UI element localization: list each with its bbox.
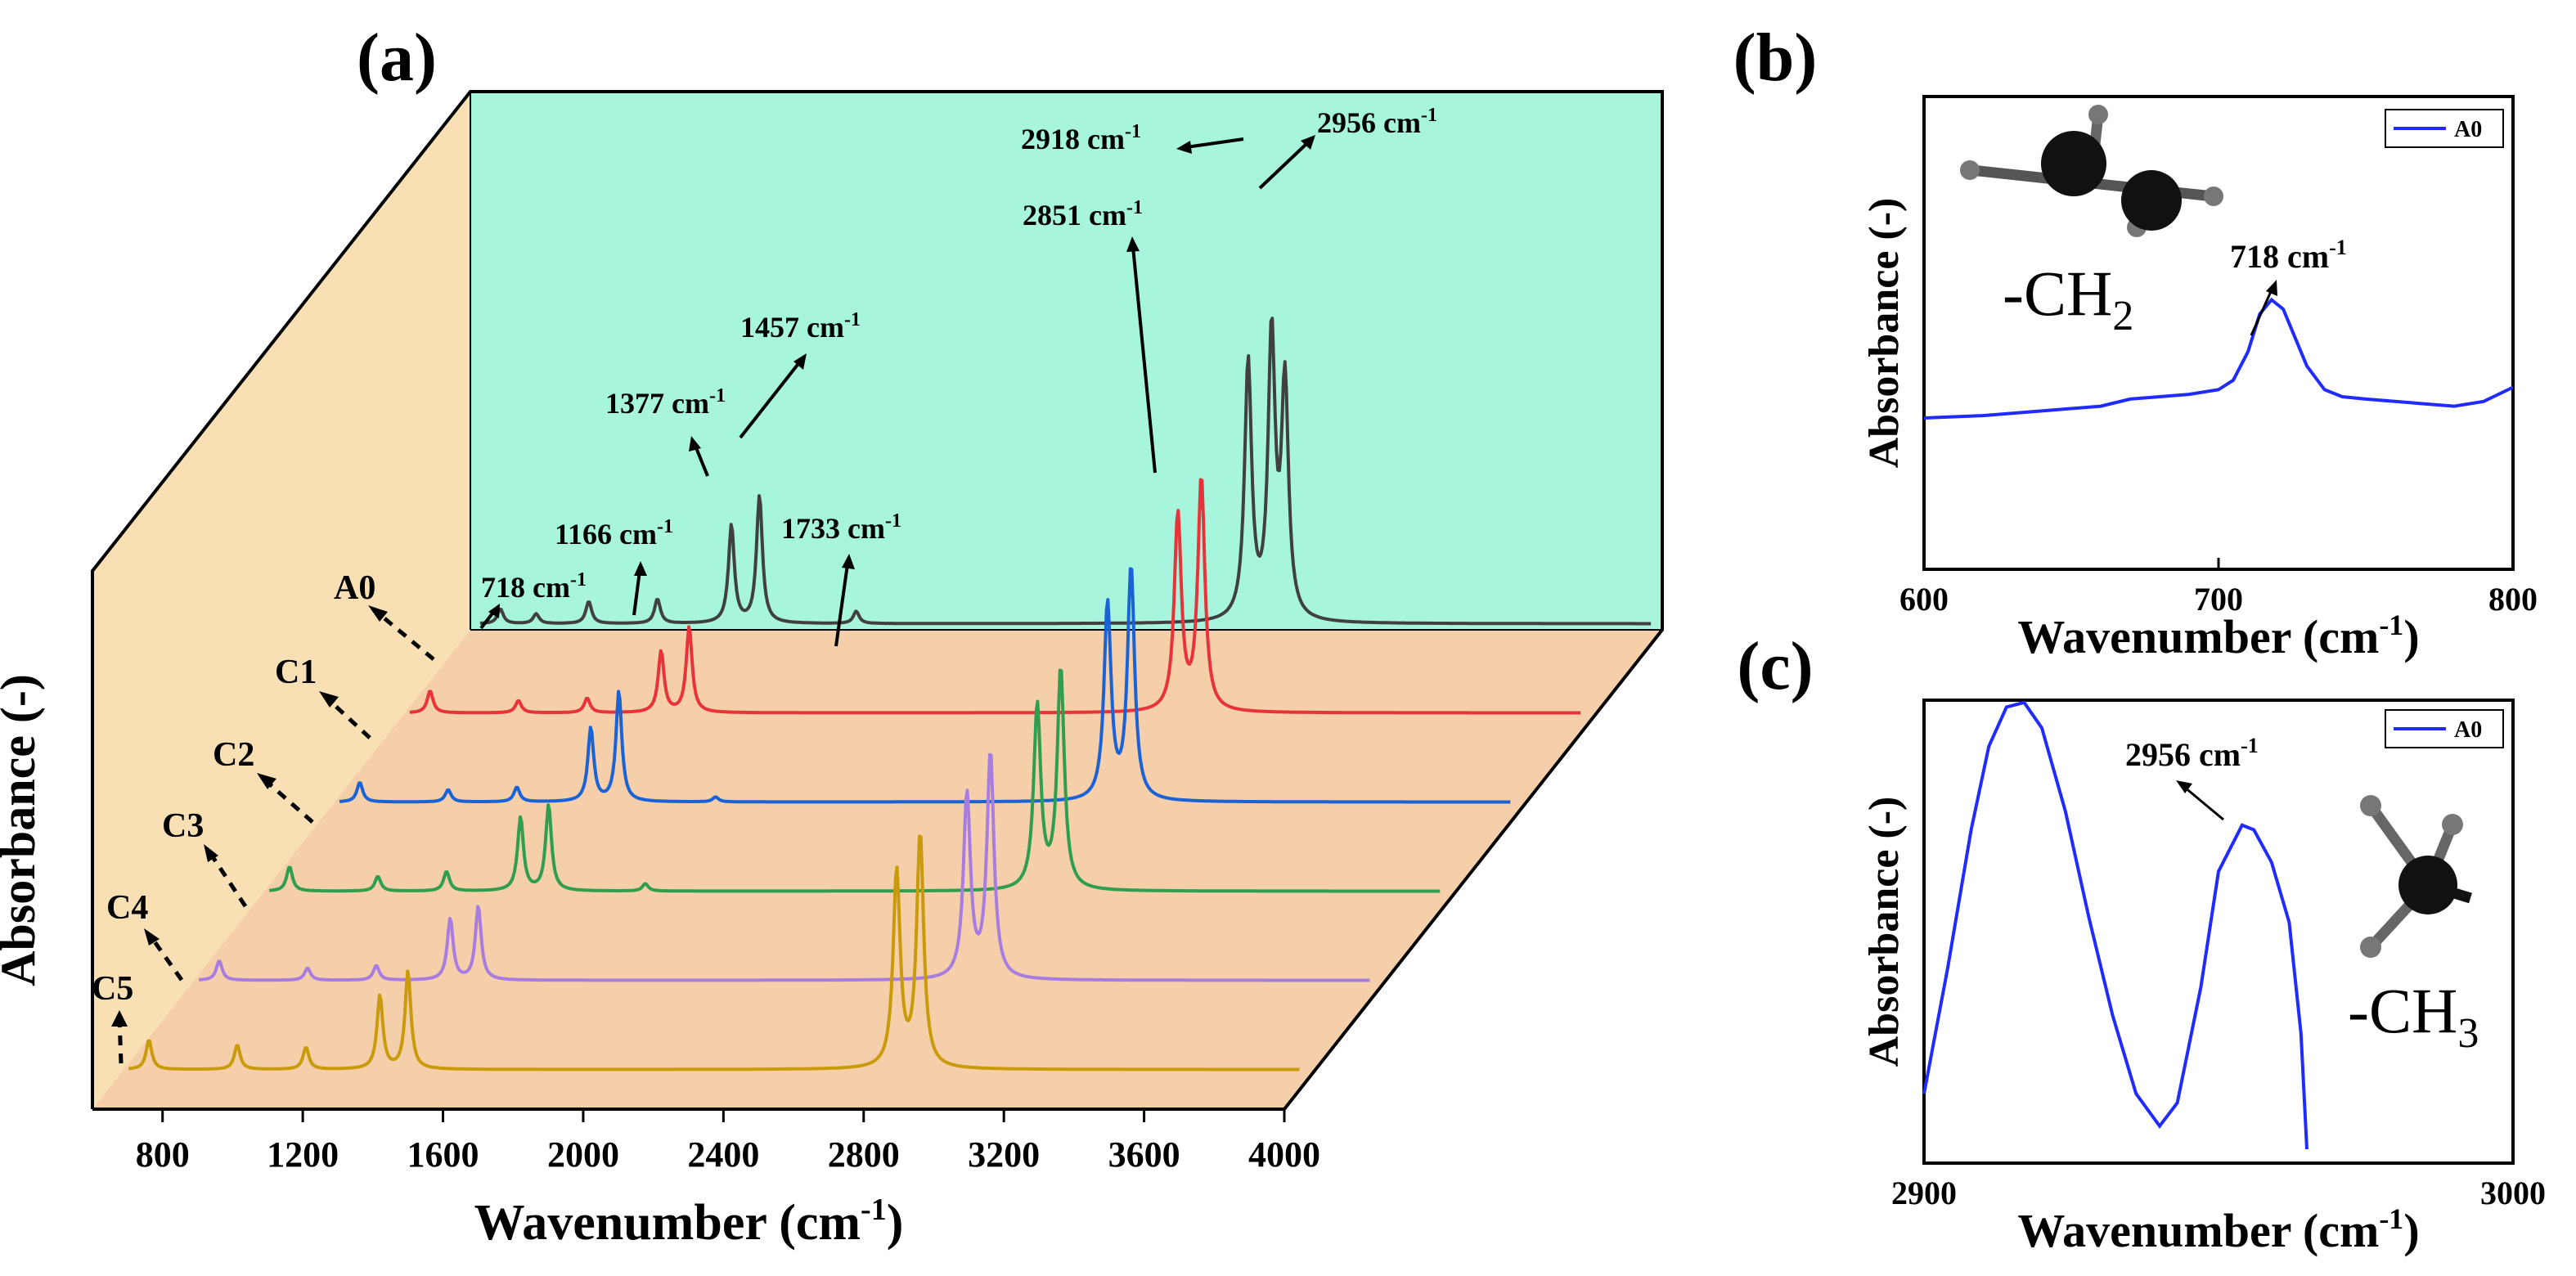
x-tick-label: 3200 [968, 1134, 1040, 1175]
inset-x-tick-label: 600 [1899, 581, 1949, 618]
panel-b: (b) 600 700 800 A0 718 cm-1 -CH2 Absorbanc… [1733, 20, 2538, 663]
spectrum-C5 [128, 834, 1300, 1072]
spectrum-C3 [268, 668, 1441, 893]
y-axis-label: Absorbance (-) [0, 674, 45, 986]
ch3-molecule-icon [2360, 795, 2472, 958]
peak-arrow-1733 [834, 564, 849, 647]
spectrum-C1 [409, 478, 1581, 715]
x-tick-label: 2000 [547, 1134, 619, 1175]
panel-b-molecule-label: -CH2 [2003, 258, 2133, 339]
inset-x-tick-label: 3000 [2480, 1175, 2546, 1211]
series-arrowhead-C4 [144, 928, 160, 946]
panel-c-y-axis-label: Absorbance (-) [1861, 797, 1908, 1067]
x-tick-label: 3600 [1108, 1134, 1180, 1175]
panel-c-molecule-label: -CH3 [2348, 975, 2479, 1057]
panel-c-peak-arrowhead [2176, 780, 2192, 793]
spectrum-C4 [198, 753, 1370, 982]
x-tick-label: 2400 [687, 1134, 759, 1175]
peak-arrow-1166 [632, 570, 641, 616]
peak-arrow-1457 [739, 360, 802, 439]
panel-c-label: (c) [1737, 628, 1813, 704]
x-tick-label: 2800 [828, 1134, 900, 1175]
peak-annotations: 718 cm-1 1166 cm-1 1377 cm-1 1457 cm-1 1… [479, 105, 1437, 647]
series-label-C1: C1 [275, 654, 317, 691]
peak-arrowhead-1457 [793, 353, 807, 370]
inset-x-tick-label: 2900 [1891, 1175, 1957, 1211]
peak-label-1457: 1457 cm-1 [740, 309, 861, 344]
panel-b-y-axis-label: Absorbance (-) [1861, 198, 1908, 469]
series-arrowhead-C3 [204, 844, 218, 862]
panel-b-legend-label: A0 [2454, 117, 2482, 142]
panel-b-series-A0 [1923, 297, 2514, 420]
x-tick-label: 4000 [1248, 1134, 1320, 1175]
series-label-A0: A0 [334, 569, 375, 607]
panel-c-peak-label: 2956 cm-1 [2125, 734, 2259, 773]
side-wall [92, 92, 470, 1109]
panel-a-label: (a) [357, 20, 437, 96]
peak-label-2851: 2851 cm-1 [1023, 197, 1143, 231]
ch2-molecule-icon [1960, 105, 2223, 237]
peak-label-1377: 1377 cm-1 [605, 385, 726, 420]
peak-arrowhead-1733 [842, 554, 855, 569]
peak-arrowhead-1166 [634, 561, 647, 576]
series-arrow-C2 [262, 777, 314, 824]
panel-a: (a) 800 1200 1600 2000 2400 2800 3200 3600 4000 … [0, 20, 1664, 1251]
panel-c-legend-label: A0 [2454, 717, 2482, 743]
inset-x-tick-label: 800 [2488, 581, 2538, 618]
x-axis-ticks: 800 1200 1600 2000 2400 2800 3200 3600 4000 [136, 1109, 1320, 1175]
panel-c-frame [1922, 699, 2515, 1165]
inset-x-tick-label: 700 [2194, 581, 2243, 618]
floor-plane [92, 630, 1662, 1109]
series-arrowhead-C5 [111, 1010, 128, 1027]
x-tick-label: 1200 [267, 1134, 339, 1175]
peak-arrowhead-718 [488, 604, 500, 618]
series-label-C2: C2 [213, 736, 254, 774]
peak-label-718: 718 cm-1 [481, 569, 587, 604]
series-arrow-C3 [206, 849, 248, 908]
peak-arrow-2851 [1131, 246, 1157, 474]
peak-arrow-2956 [1258, 142, 1309, 190]
peak-arrow-2918 [1185, 137, 1244, 149]
peak-label-2956: 2956 cm-1 [1317, 105, 1437, 139]
panel-c-x-axis-label: Wavenumber (cm-1) [2017, 1202, 2419, 1257]
panel-b-x-ticks: 600 700 800 [1899, 558, 2538, 618]
x-tick-label: 1600 [407, 1134, 479, 1175]
spectrum-C2 [339, 567, 1511, 804]
peak-arrowhead-2851 [1126, 236, 1140, 252]
x-tick-label: 800 [136, 1134, 190, 1175]
series-arrow-A0 [373, 609, 435, 661]
peak-arrowhead-1377 [689, 436, 701, 452]
series-label-C4: C4 [106, 889, 148, 927]
panel-c-series-A0 [1922, 700, 2309, 1150]
peak-label-2918: 2918 cm-1 [1021, 121, 1141, 155]
peak-arrowhead-2918 [1176, 141, 1192, 154]
panel-b-peak-arrow [2250, 287, 2274, 336]
panel-b-peak-label: 718 cm-1 [2230, 236, 2347, 275]
spectra-group [128, 317, 1652, 1072]
panel-c: (c) 2900 3000 A0 2956 cm-1 -CH3 Absorbanc… [1737, 628, 2546, 1257]
back-wall [470, 92, 1662, 630]
series-labels: A0 C1 C2 C3 C4 C5 [92, 569, 435, 1064]
panel-c-peak-arrow [2183, 785, 2224, 821]
series-arrowhead-C2 [257, 773, 276, 789]
peak-label-1166: 1166 cm-1 [555, 516, 673, 550]
panel-b-peak-arrowhead [2266, 280, 2277, 296]
series-label-C5: C5 [92, 970, 133, 1008]
series-label-C3: C3 [162, 807, 204, 845]
panel-b-label: (b) [1733, 20, 1818, 96]
peak-arrowhead-2956 [1301, 135, 1315, 150]
series-arrow-C4 [147, 933, 184, 982]
x-axis-label: Wavenumber (cm-1) [474, 1193, 904, 1251]
panel-b-frame [1922, 95, 2515, 571]
panel-b-x-axis-label: Wavenumber (cm-1) [2017, 609, 2419, 663]
peak-arrow-1377 [694, 445, 709, 477]
panel-c-x-ticks: 2900 3000 [1891, 1152, 2546, 1211]
peak-label-1733: 1733 cm-1 [781, 510, 901, 545]
series-arrowhead-C1 [319, 691, 339, 708]
series-arrowhead-A0 [368, 605, 388, 622]
spectrum-A0 [479, 317, 1652, 626]
